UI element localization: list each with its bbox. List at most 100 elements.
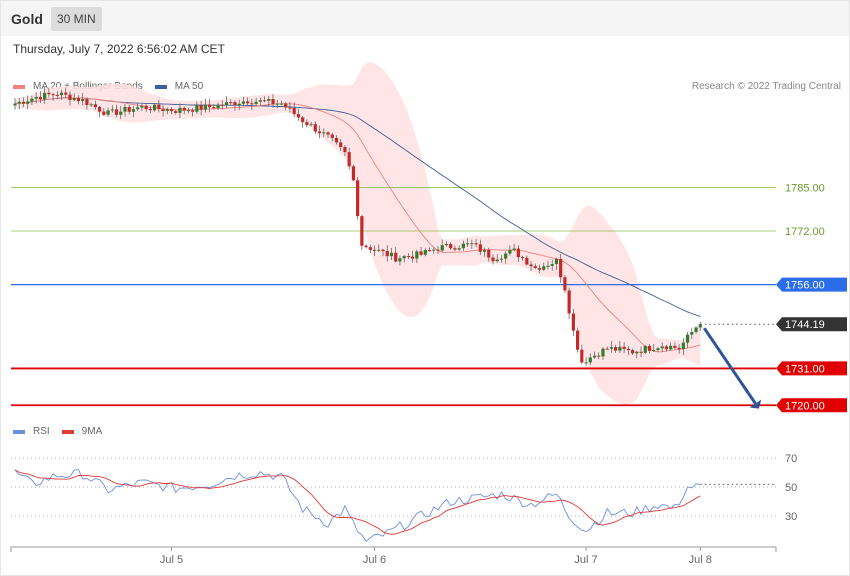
candle	[652, 350, 656, 352]
candle	[398, 258, 402, 262]
candle	[554, 259, 559, 265]
candle	[119, 111, 123, 115]
candle	[275, 103, 279, 105]
level-label-1744.19: 1744.19	[785, 319, 825, 331]
candle	[482, 250, 487, 252]
candle	[466, 243, 470, 245]
candle	[76, 98, 81, 102]
candle	[152, 104, 157, 111]
candle	[614, 347, 618, 351]
candle	[601, 348, 605, 357]
x-tick-label: Jul 7	[574, 554, 597, 566]
level-tag-bg	[776, 277, 847, 292]
candle	[389, 252, 394, 257]
candle	[656, 348, 660, 351]
candle	[360, 216, 364, 246]
forecast-arrowhead	[749, 399, 762, 409]
forecast-arrow	[703, 327, 757, 405]
candle	[13, 103, 17, 106]
candle	[38, 96, 42, 100]
candle	[326, 132, 330, 135]
candle	[339, 142, 343, 148]
candle	[529, 264, 533, 267]
candle	[254, 101, 258, 105]
candle	[220, 104, 224, 106]
candle	[207, 104, 212, 108]
candle	[618, 346, 622, 351]
candle	[406, 256, 410, 258]
candle	[110, 109, 114, 111]
candle	[186, 110, 191, 112]
candle	[131, 109, 136, 112]
candle	[622, 346, 626, 349]
candle	[161, 109, 165, 112]
candle	[51, 94, 55, 96]
candle	[449, 243, 453, 249]
candle	[267, 99, 271, 101]
candle	[195, 105, 199, 112]
candle	[229, 102, 233, 104]
rsi-swatch	[13, 429, 25, 434]
rsi-ma-swatch	[61, 429, 74, 434]
bollinger-band	[15, 61, 701, 405]
candle	[402, 256, 406, 259]
candle	[533, 266, 537, 268]
candle	[690, 332, 694, 335]
ma20-line	[14, 97, 701, 353]
candle	[136, 107, 140, 110]
candle	[436, 249, 440, 251]
candle	[372, 249, 377, 251]
candle	[165, 109, 169, 112]
candle	[440, 245, 444, 251]
datetime-label: Thursday, July 7, 2022 6:56:02 AM CET	[13, 42, 225, 56]
rsi-legend: RSI 9MA	[13, 426, 102, 437]
candle	[559, 259, 563, 278]
candle	[478, 244, 482, 252]
instrument-title: Gold	[11, 11, 43, 27]
candle	[647, 345, 652, 351]
price-legend: MA 20 + Bollinger Bands MA 50	[13, 81, 203, 92]
candle	[377, 249, 381, 251]
level-tag-1744.19: 1744.19	[776, 317, 847, 332]
candle	[427, 250, 432, 252]
candle	[419, 251, 423, 255]
rsi-tick-70: 70	[785, 453, 797, 465]
candle	[609, 347, 614, 349]
candle	[203, 104, 207, 110]
candle	[301, 117, 305, 123]
candle	[423, 250, 427, 255]
candle	[444, 243, 449, 246]
candle	[216, 104, 220, 109]
candle	[364, 245, 368, 248]
candle	[123, 106, 127, 112]
candle	[144, 105, 148, 110]
candle	[93, 104, 97, 108]
copyright: Research © 2022 Trading Central	[691, 81, 841, 92]
candle	[72, 98, 76, 101]
candle	[504, 253, 508, 259]
candle	[694, 327, 698, 333]
candle	[639, 351, 643, 353]
candle	[685, 334, 690, 343]
candle	[89, 104, 93, 106]
candle	[313, 124, 317, 132]
rsi-tick-50: 50	[785, 482, 797, 494]
candle	[68, 94, 72, 101]
level-tag-bg	[776, 361, 847, 376]
level-label-1756.00: 1756.00	[785, 280, 825, 292]
candle	[279, 103, 284, 105]
level-tag-1731.00: 1731.00	[776, 361, 847, 376]
candle	[635, 351, 639, 354]
candle	[411, 256, 415, 259]
candle	[516, 248, 520, 258]
timeframe-button[interactable]: 30 MIN	[51, 7, 102, 31]
ma50-line	[14, 97, 701, 317]
candle	[34, 96, 38, 99]
x-tick-label: Jul 5	[160, 554, 183, 566]
candle	[499, 258, 504, 260]
candle	[457, 248, 461, 250]
header-bar: Gold 30 MIN	[0, 0, 850, 36]
candle	[491, 257, 495, 262]
ma50-legend-label: MA 50	[174, 81, 204, 92]
